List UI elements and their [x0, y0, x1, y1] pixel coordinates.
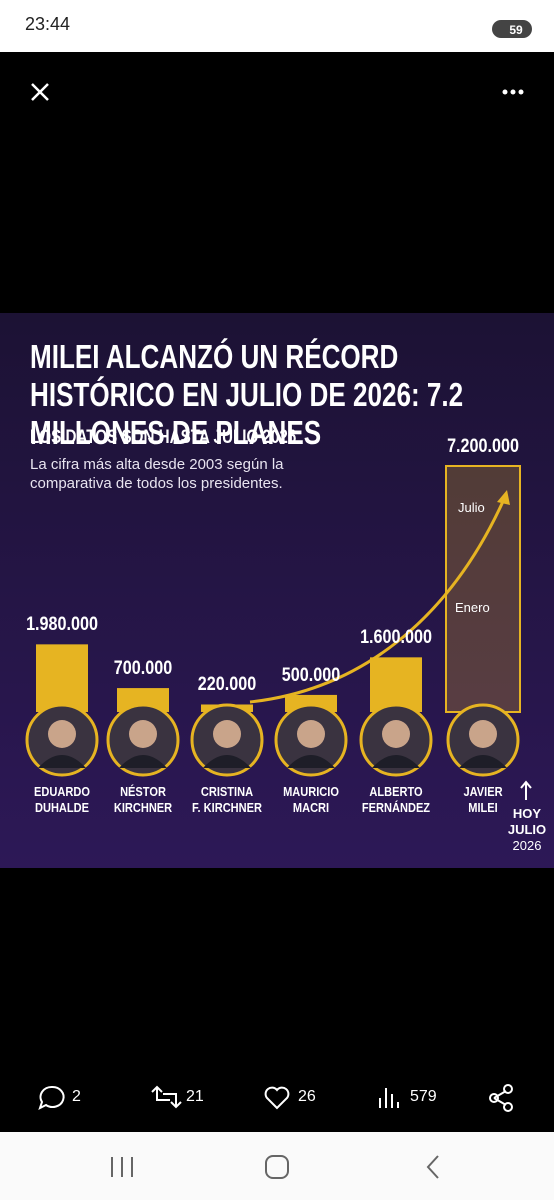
bar — [445, 465, 521, 713]
value-label: 500.000 — [281, 664, 341, 686]
chart-title: MILEI ALCANZÓ UN RÉCORD HISTÓRICO EN JUL… — [30, 338, 464, 451]
portrait-body — [459, 755, 507, 768]
annotation: Julio — [458, 500, 485, 515]
share-icon[interactable] — [493, 1090, 507, 1106]
value-label: 220.000 — [197, 674, 257, 696]
value-label: 1.600.000 — [360, 627, 432, 649]
battery-level: 59 — [509, 23, 523, 37]
share-dot[interactable] — [503, 1084, 513, 1094]
portrait-face — [297, 720, 325, 748]
bar — [36, 644, 88, 712]
annotation: HOY — [512, 806, 542, 821]
reply-icon[interactable] — [38, 1085, 65, 1110]
views-icon[interactable] — [379, 1088, 399, 1108]
like-count[interactable]: 26 — [298, 1088, 316, 1105]
like-icon[interactable] — [264, 1086, 290, 1110]
arrow-head — [497, 490, 510, 505]
category-label: CRISTINA F. KIRCHNER — [192, 784, 262, 815]
portrait-body — [372, 755, 420, 768]
trend-arrow — [249, 496, 507, 704]
portrait-face — [213, 720, 241, 748]
portrait-body — [119, 755, 167, 768]
annotation: 2026 — [512, 838, 542, 853]
value-label: 7.200.000 — [447, 436, 519, 457]
category-label: ALBERTO FERNÁNDEZ — [361, 784, 431, 815]
portrait-face — [48, 720, 76, 748]
clock: 23:44 — [25, 14, 70, 34]
battery — [492, 20, 532, 38]
close-button[interactable] — [31, 83, 49, 101]
chart-note: La cifra más alta desde 2003 según la co… — [30, 456, 284, 492]
annotation: Enero — [455, 600, 490, 615]
category-label: MAURICIO MACRI — [283, 784, 339, 815]
value-label: 1.980.000 — [26, 614, 98, 636]
chart-subtitle: LOS DATOS SON HASTA JULIO 2026 — [30, 427, 297, 448]
portrait-face — [469, 720, 497, 748]
repost-count[interactable]: 21 — [186, 1088, 204, 1105]
category-label: EDUARDO DUHALDE — [34, 784, 90, 815]
bar — [370, 657, 422, 712]
action-icons — [38, 1084, 513, 1112]
reply-count[interactable]: 2 — [72, 1088, 81, 1105]
recents-button[interactable] — [111, 1157, 133, 1177]
status-bar — [0, 0, 554, 52]
share-dot[interactable] — [503, 1102, 513, 1112]
chart-image — [0, 313, 554, 868]
more-button[interactable] — [502, 89, 524, 95]
share-dot[interactable] — [489, 1093, 499, 1103]
portrait-body — [38, 755, 86, 768]
portrait-body — [287, 755, 335, 768]
home-button[interactable] — [265, 1155, 289, 1179]
repost-icon[interactable] — [151, 1085, 182, 1109]
portrait-face — [382, 720, 410, 748]
value-label: 700.000 — [113, 658, 173, 680]
category-label: JAVIER MILEI — [463, 784, 503, 815]
up-arrow — [520, 780, 532, 800]
category-label: NÉSTOR KIRCHNER — [113, 784, 173, 815]
portrait-face — [129, 720, 157, 748]
view-count[interactable]: 579 — [410, 1088, 437, 1105]
annotation: JULIO — [507, 822, 547, 837]
portrait-body — [203, 755, 251, 768]
back-button[interactable] — [426, 1155, 439, 1179]
nav-bar — [0, 1132, 554, 1200]
